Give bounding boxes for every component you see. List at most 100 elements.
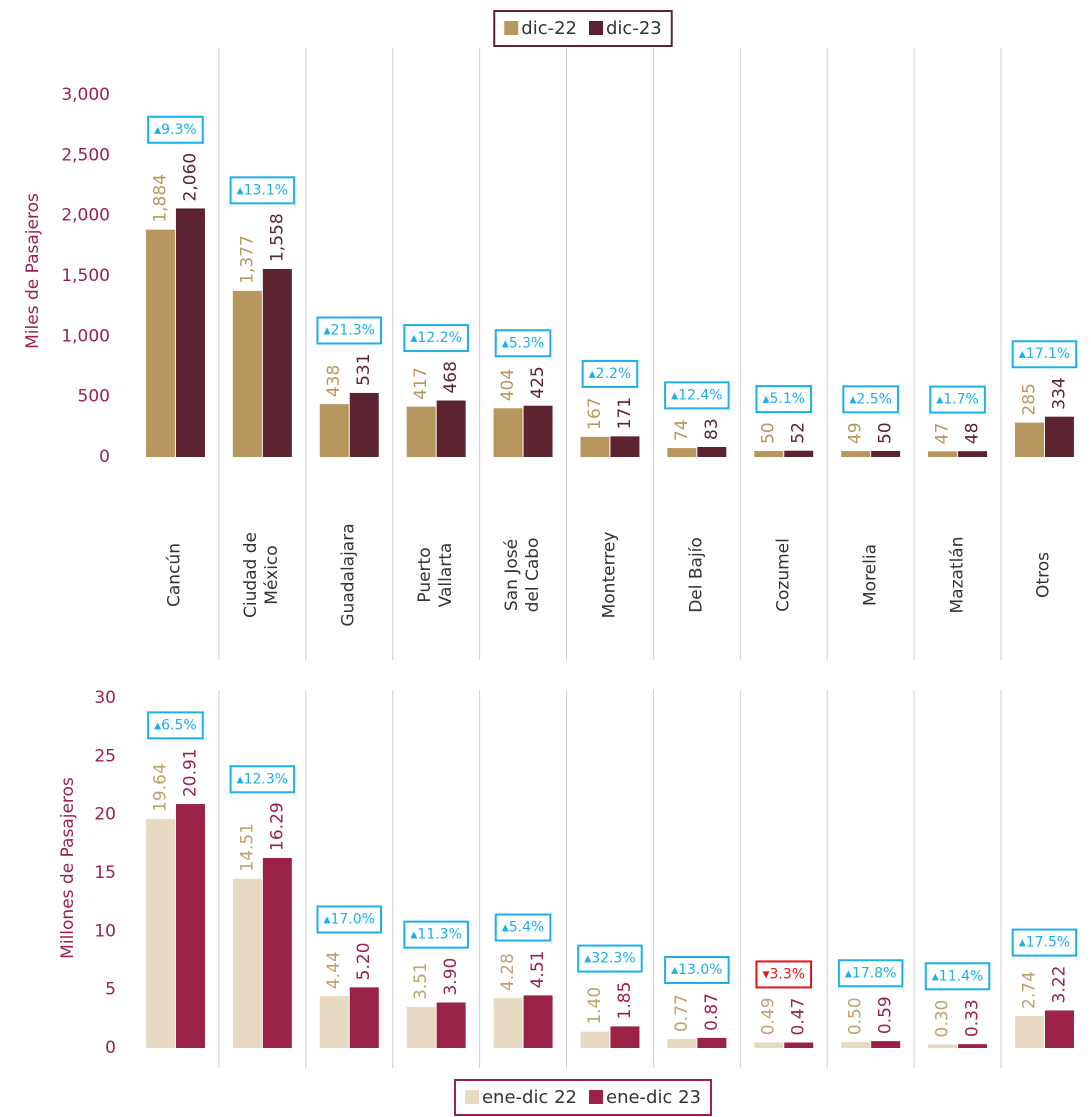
- change-label: ▴12.4%: [671, 387, 723, 403]
- value-label: 2,060: [180, 153, 200, 202]
- value-label: 20.91: [180, 748, 200, 797]
- change-box: [316, 905, 383, 934]
- value-label: 3.90: [441, 958, 461, 996]
- bar: [349, 987, 379, 1048]
- legend-label: ene-dic 23: [606, 1087, 701, 1108]
- change-label: ▴1.7%: [936, 392, 979, 408]
- legend-label: dic-23: [606, 18, 662, 39]
- value-label: 4.44: [324, 951, 344, 989]
- bar: [493, 408, 523, 457]
- x-tick-label: San José del Cabo: [502, 537, 544, 613]
- bar: [1044, 1010, 1074, 1048]
- value-label: 531: [354, 353, 374, 385]
- bar: [871, 1041, 901, 1048]
- bar: [1014, 1016, 1044, 1048]
- value-label: 1.40: [585, 987, 605, 1025]
- bar: [145, 229, 175, 457]
- change-label: ▴17.0%: [323, 911, 375, 927]
- change-box: [229, 765, 296, 794]
- bar: [436, 1002, 466, 1048]
- x-tick-label: Cancún: [164, 543, 185, 607]
- change-label: ▴17.8%: [845, 965, 897, 981]
- change-box: [842, 385, 899, 414]
- bar: [754, 1042, 784, 1048]
- value-label: 425: [528, 366, 548, 398]
- x-tick-label: Mazatlán: [947, 536, 968, 614]
- change-box: [837, 959, 904, 988]
- bar: [784, 450, 814, 457]
- value-label: 438: [324, 365, 344, 397]
- y-tick-label: 2,500: [61, 145, 110, 165]
- legend-label: ene-dic 22: [482, 1087, 577, 1108]
- bar: [1014, 422, 1044, 457]
- x-tick-label: Del Bajío: [686, 537, 707, 613]
- value-label: 48: [963, 423, 983, 445]
- bar: [754, 450, 784, 457]
- change-box: [664, 381, 730, 410]
- x-tick-label: Otros: [1033, 552, 1054, 598]
- value-label: 2.74: [1019, 971, 1039, 1009]
- value-label: 0.33: [963, 999, 983, 1037]
- bar: [262, 857, 292, 1048]
- value-label: 14.51: [237, 823, 257, 872]
- bar: [697, 446, 727, 457]
- legend-swatch: [504, 21, 519, 35]
- value-label: 3.22: [1049, 966, 1069, 1004]
- bar: [406, 406, 436, 457]
- change-label: ▴21.3%: [323, 322, 375, 338]
- value-label: 0.30: [933, 1000, 953, 1038]
- change-box: [664, 955, 730, 984]
- bar: [928, 451, 958, 457]
- bar: [928, 1044, 958, 1048]
- legend-box: [493, 10, 673, 47]
- value-label: 1,558: [267, 213, 287, 262]
- y-tick-label: 0: [105, 1038, 116, 1058]
- bar: [580, 1031, 610, 1048]
- bar: [319, 404, 349, 457]
- y-tick-label: 25: [94, 746, 116, 766]
- value-label: 3.51: [411, 962, 431, 1000]
- y-tick-label: 30: [94, 688, 116, 708]
- bar: [493, 998, 523, 1048]
- change-box: [147, 115, 204, 144]
- bar: [841, 1042, 871, 1048]
- value-label: 0.59: [876, 996, 896, 1034]
- change-box: [316, 316, 383, 345]
- legend-swatch: [589, 1090, 603, 1104]
- legend-swatch: [464, 1090, 479, 1104]
- bar: [841, 451, 871, 457]
- value-label: 4.28: [498, 953, 518, 991]
- bar: [610, 436, 640, 457]
- bar: [232, 878, 262, 1048]
- y-tick-label: 2,000: [61, 206, 110, 226]
- value-label: 0.50: [846, 997, 866, 1035]
- value-label: 285: [1019, 383, 1039, 415]
- value-label: 167: [585, 397, 605, 429]
- value-label: 404: [498, 369, 518, 401]
- legend-swatch: [589, 21, 603, 35]
- change-label: ▴11.4%: [932, 968, 984, 984]
- y-tick-label: 3,000: [61, 85, 110, 105]
- value-label: 1.85: [615, 982, 635, 1020]
- y-tick-label: 1,500: [61, 266, 110, 286]
- bar: [1044, 416, 1074, 457]
- change-box: [229, 176, 296, 205]
- change-label: ▴12.3%: [237, 771, 289, 787]
- bar: [871, 450, 901, 457]
- value-label: 1,377: [237, 235, 257, 284]
- value-label: 0.87: [702, 993, 722, 1031]
- value-label: 74: [672, 419, 692, 441]
- change-label: ▴13.0%: [671, 962, 723, 978]
- value-label: 49: [846, 422, 866, 444]
- y-tick-label: 5: [105, 980, 116, 1000]
- bar: [610, 1026, 640, 1048]
- change-label: ▴2.5%: [849, 391, 892, 407]
- value-label: 171: [615, 397, 635, 429]
- bar: [436, 400, 466, 457]
- change-box: [924, 962, 991, 991]
- bar: [523, 995, 553, 1048]
- bar: [406, 1007, 436, 1048]
- value-label: 1,884: [150, 174, 170, 223]
- y-tick-label: 10: [94, 921, 116, 941]
